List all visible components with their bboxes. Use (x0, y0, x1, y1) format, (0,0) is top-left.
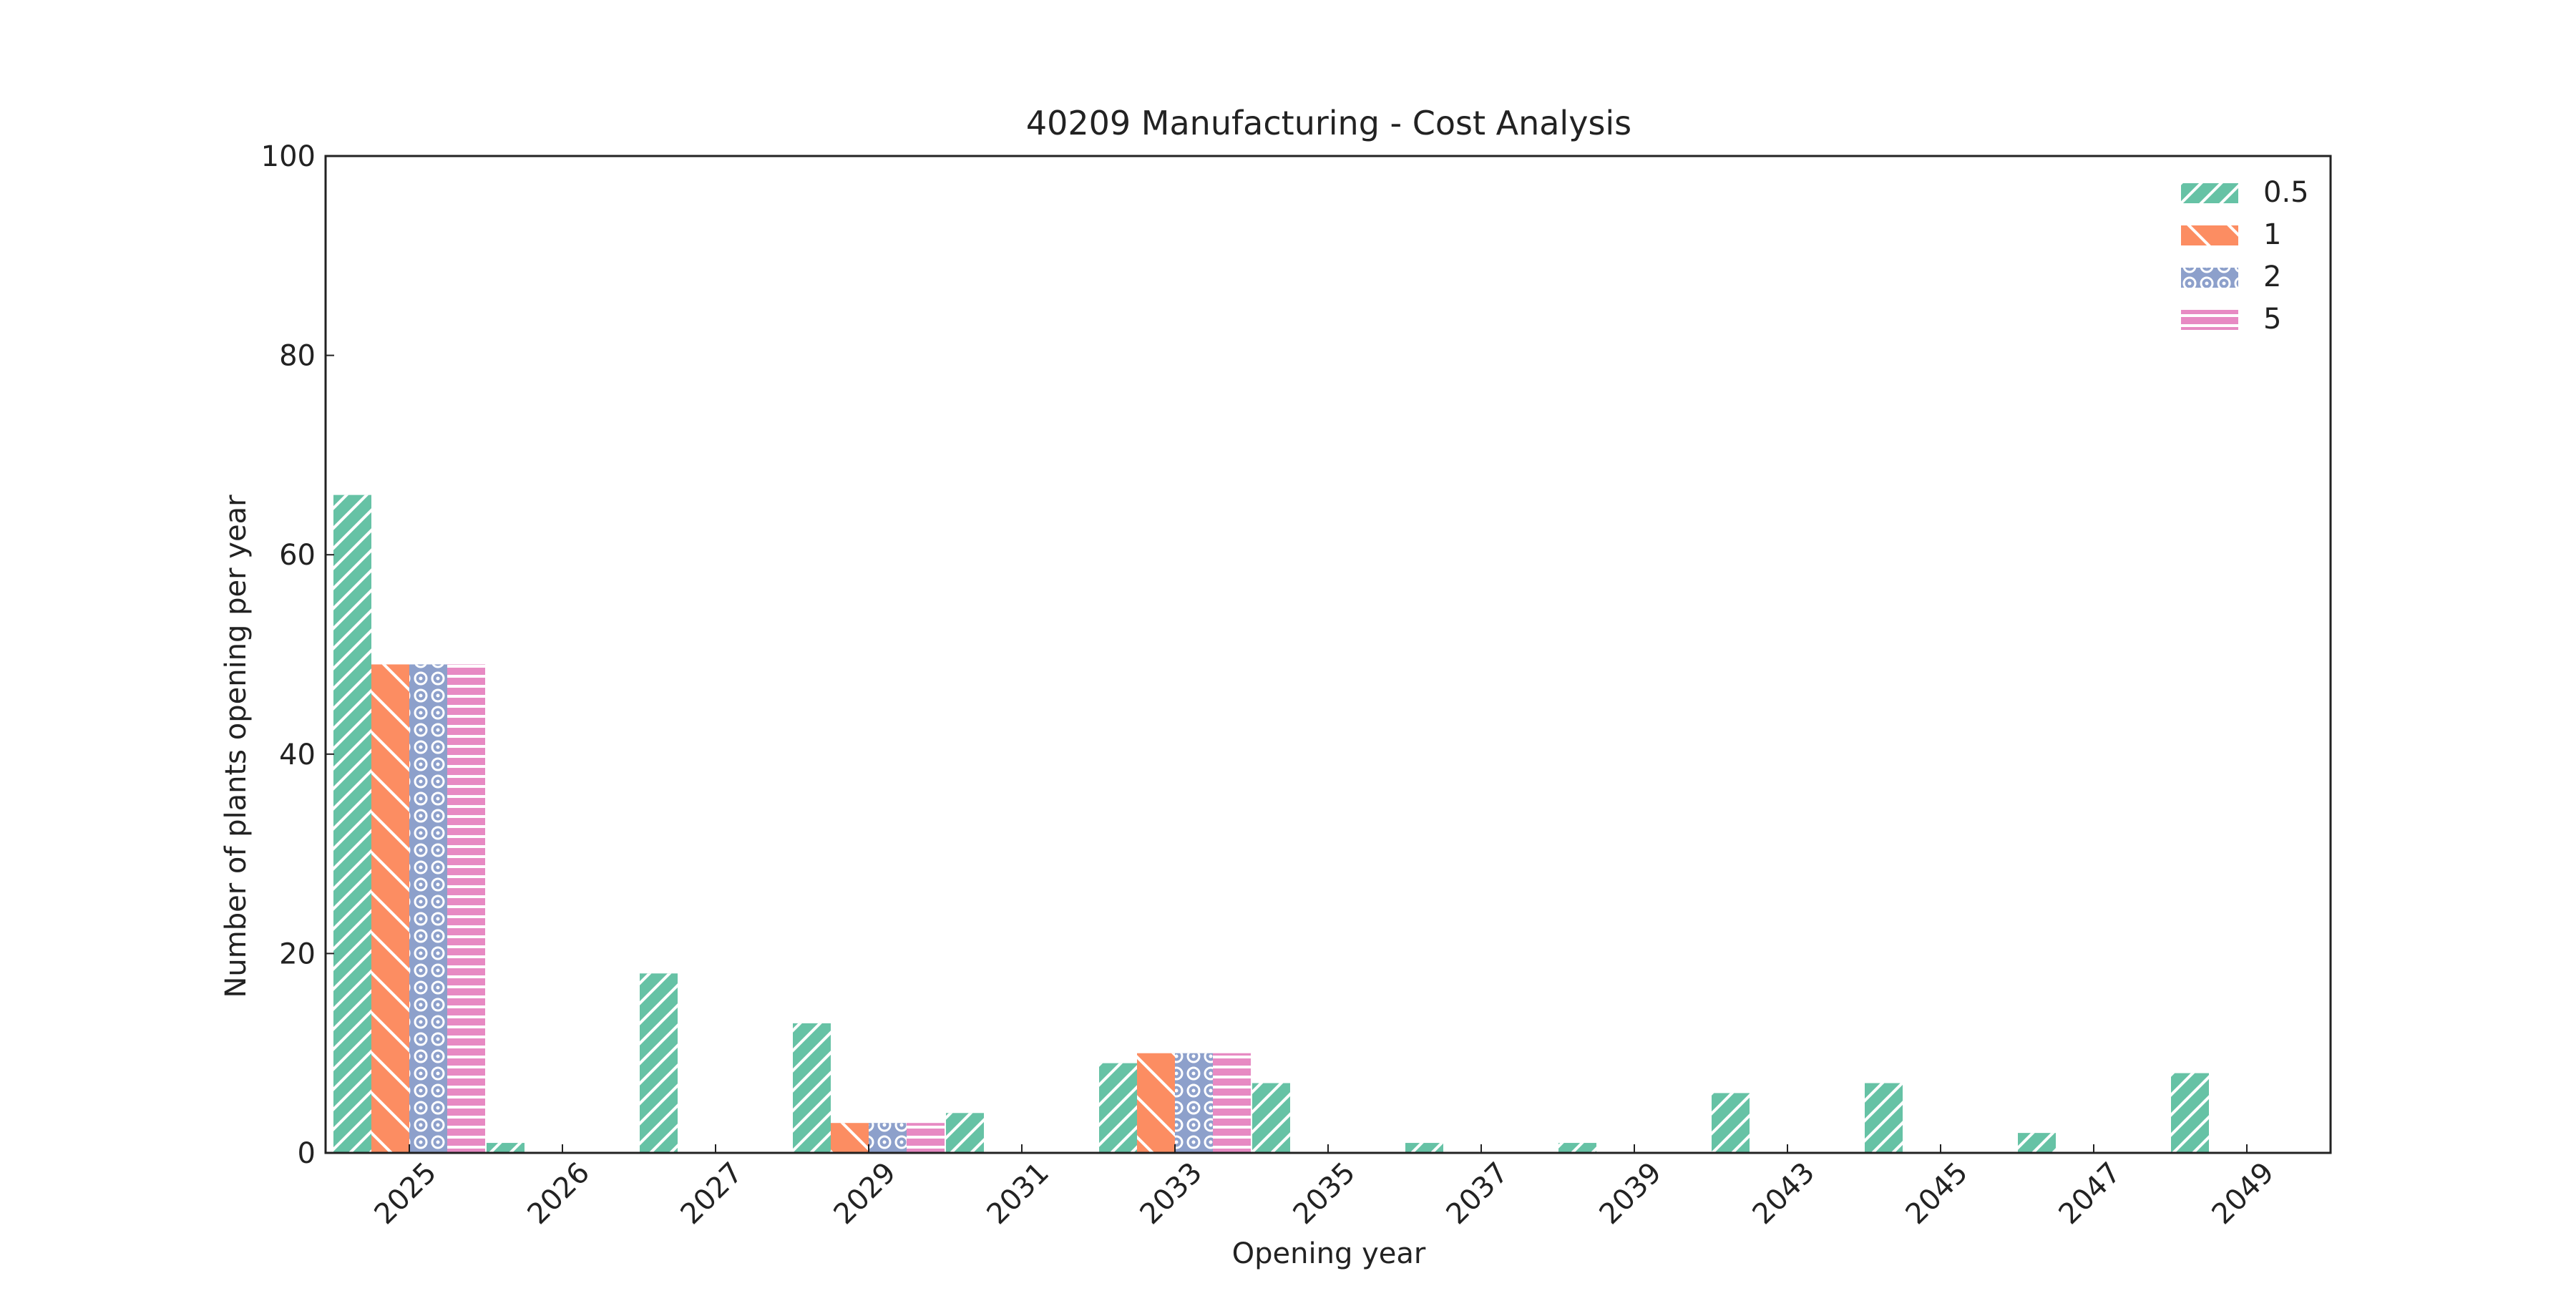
bar (409, 664, 447, 1153)
bar-hatch (869, 1123, 907, 1153)
bar-hatch (2018, 1133, 2056, 1153)
bar-hatch (946, 1113, 984, 1153)
legend-label: 5 (2263, 303, 2281, 336)
x-tick-label: 2029 (828, 1156, 903, 1232)
bar-hatch (1213, 1053, 1251, 1153)
x-tick-label: 2043 (1747, 1156, 1822, 1232)
bar-hatch (333, 495, 371, 1153)
bar (1213, 1053, 1251, 1153)
bar (1175, 1053, 1213, 1153)
y-tick-label: 40 (279, 739, 316, 771)
x-tick-label: 2027 (675, 1156, 750, 1232)
x-tick-label: 2031 (981, 1156, 1056, 1232)
y-tick-label: 100 (261, 140, 316, 173)
bar-hatch (907, 1123, 945, 1153)
bar-hatch (1865, 1083, 1903, 1153)
bar (447, 664, 485, 1153)
legend-swatch-hatch (2181, 310, 2238, 330)
bars (333, 495, 2209, 1153)
bar (907, 1123, 945, 1153)
legend-item: 0.5 (2181, 176, 2309, 209)
x-tick-label: 2049 (2206, 1156, 2281, 1232)
x-tick-label: 2037 (1440, 1156, 1516, 1232)
bar-hatch (371, 664, 409, 1153)
bar (793, 1023, 831, 1153)
y-tick-label: 0 (298, 1137, 316, 1170)
bar (831, 1123, 869, 1153)
legend-swatch-hatch (2181, 268, 2238, 288)
bar (1099, 1063, 1137, 1153)
legend-item: 1 (2181, 218, 2281, 251)
bar (869, 1123, 907, 1153)
y-tick-label: 80 (279, 340, 316, 373)
chart-title: 40209 Manufacturing - Cost Analysis (1026, 104, 1631, 142)
bar-hatch (1252, 1083, 1290, 1153)
bar-hatch (1712, 1093, 1750, 1153)
x-tick-label: 2025 (369, 1156, 444, 1232)
bar (1865, 1083, 1903, 1153)
bar (946, 1113, 984, 1153)
bar (1137, 1053, 1175, 1153)
bar (1405, 1143, 1443, 1153)
legend-swatch-hatch (2181, 183, 2238, 203)
bar (1712, 1093, 1750, 1153)
legend-label: 1 (2263, 218, 2281, 251)
bar-hatch (640, 973, 678, 1153)
legend-item: 2 (2181, 260, 2281, 293)
y-tick-label: 60 (279, 539, 316, 572)
bar (487, 1143, 525, 1153)
legend-label: 0.5 (2263, 176, 2309, 209)
legend: 0.5 1 2 5 (2181, 176, 2309, 336)
bar-hatch (1099, 1063, 1137, 1153)
x-tick-label: 2035 (1287, 1156, 1362, 1232)
bar-hatch (831, 1123, 869, 1153)
bar (2171, 1073, 2209, 1153)
bar (640, 973, 678, 1153)
y-axis-label: Number of plants opening per year (220, 495, 253, 998)
x-tick-label: 2045 (1900, 1156, 1975, 1232)
bar-hatch (487, 1143, 525, 1153)
bar (1558, 1143, 1596, 1153)
bar-hatch (1558, 1143, 1596, 1153)
bar-hatch (409, 664, 447, 1153)
x-tick-label: 2033 (1134, 1156, 1209, 1232)
bar (371, 664, 409, 1153)
bar-hatch (1175, 1053, 1213, 1153)
bar-hatch (793, 1023, 831, 1153)
bar (2018, 1133, 2056, 1153)
bar-hatch (1405, 1143, 1443, 1153)
bar-hatch (2171, 1073, 2209, 1153)
bar (333, 495, 371, 1153)
x-axis-label: Opening year (1232, 1237, 1426, 1270)
legend-label: 2 (2263, 260, 2281, 293)
y-tick-label: 20 (279, 937, 316, 970)
y-axis-ticks: 0 20 40 60 80 100 (261, 140, 334, 1170)
bar-hatch (447, 664, 485, 1153)
x-tick-label: 2047 (2053, 1156, 2128, 1232)
bar-hatch (1137, 1053, 1175, 1153)
legend-swatch-hatch (2181, 225, 2238, 245)
x-tick-label: 2039 (1594, 1156, 1669, 1232)
x-axis-ticks: 2025 2026 2027 2029 2031 2033 2035 2037 2039 2043… (369, 1144, 2281, 1232)
bar (1252, 1083, 1290, 1153)
x-tick-label: 2026 (522, 1156, 597, 1232)
plot-frame (324, 155, 2332, 1154)
legend-item: 5 (2181, 303, 2281, 336)
